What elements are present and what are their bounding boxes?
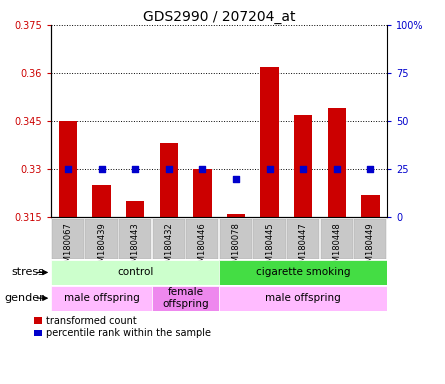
Bar [227, 214, 245, 217]
Text: GSM180432: GSM180432 [164, 222, 173, 273]
Bar [52, 219, 84, 259]
Text: GSM180443: GSM180443 [131, 222, 140, 273]
Bar [51, 260, 219, 285]
Bar [254, 219, 286, 259]
Point [132, 166, 139, 172]
Bar [126, 201, 145, 217]
Bar [59, 121, 77, 217]
Bar [328, 108, 346, 217]
Text: GSM180067: GSM180067 [64, 222, 73, 273]
Bar [354, 219, 386, 259]
Bar [220, 219, 252, 259]
Bar [294, 114, 312, 217]
Text: GSM180449: GSM180449 [366, 222, 375, 273]
Bar [119, 219, 151, 259]
Bar [219, 260, 387, 285]
Bar [186, 219, 218, 259]
Point [65, 166, 72, 172]
Text: female
offspring: female offspring [162, 287, 209, 309]
Point [199, 166, 206, 172]
Text: male offspring: male offspring [265, 293, 341, 303]
Point [232, 175, 239, 182]
Text: GSM180447: GSM180447 [299, 222, 307, 273]
Text: gender: gender [5, 293, 44, 303]
Text: GSM180439: GSM180439 [97, 222, 106, 273]
Point [333, 166, 340, 172]
Bar [321, 219, 353, 259]
Point [98, 166, 105, 172]
Bar [152, 286, 219, 311]
Bar [193, 169, 212, 217]
Bar [153, 219, 185, 259]
Bar [260, 66, 279, 217]
Bar [85, 219, 117, 259]
Text: control: control [117, 267, 154, 278]
Text: cigarette smoking: cigarette smoking [256, 267, 350, 278]
Bar [51, 286, 152, 311]
Title: GDS2990 / 207204_at: GDS2990 / 207204_at [143, 10, 295, 24]
Text: GSM180445: GSM180445 [265, 222, 274, 273]
Bar [92, 185, 111, 217]
Legend: transformed count, percentile rank within the sample: transformed count, percentile rank withi… [34, 316, 211, 338]
Point [165, 166, 172, 172]
Point [367, 166, 374, 172]
Text: stress: stress [12, 267, 45, 278]
Point [266, 166, 273, 172]
Text: GSM180448: GSM180448 [332, 222, 341, 273]
Bar [219, 286, 387, 311]
Text: GSM180446: GSM180446 [198, 222, 207, 273]
Text: male offspring: male offspring [64, 293, 139, 303]
Point [299, 166, 307, 172]
Bar [159, 143, 178, 217]
Text: GSM180078: GSM180078 [231, 222, 240, 273]
Bar [361, 195, 380, 217]
Bar [287, 219, 319, 259]
